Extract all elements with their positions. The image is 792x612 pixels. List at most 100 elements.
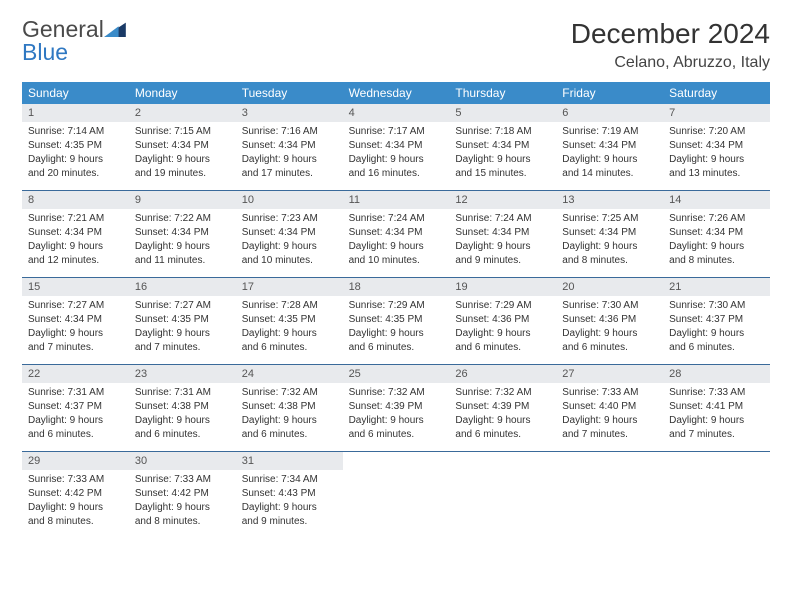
day-line-ss: Sunset: 4:34 PM (135, 139, 230, 152)
day-line-sr: Sunrise: 7:27 AM (28, 299, 123, 312)
calendar-day-cell: 6Sunrise: 7:19 AMSunset: 4:34 PMDaylight… (556, 104, 663, 190)
day-number: 5 (449, 104, 556, 122)
day-body: Sunrise: 7:20 AMSunset: 4:34 PMDaylight:… (663, 122, 770, 187)
day-line-d1: Daylight: 9 hours (455, 414, 550, 427)
day-line-d1: Daylight: 9 hours (349, 240, 444, 253)
calendar-day-cell: 19Sunrise: 7:29 AMSunset: 4:36 PMDayligh… (449, 278, 556, 364)
day-line-d2: and 6 minutes. (242, 341, 337, 354)
day-body: Sunrise: 7:24 AMSunset: 4:34 PMDaylight:… (449, 209, 556, 274)
day-number: 12 (449, 191, 556, 209)
day-line-d1: Daylight: 9 hours (349, 327, 444, 340)
day-line-ss: Sunset: 4:35 PM (28, 139, 123, 152)
day-line-d2: and 6 minutes. (349, 341, 444, 354)
day-line-ss: Sunset: 4:36 PM (562, 313, 657, 326)
day-line-ss: Sunset: 4:34 PM (455, 139, 550, 152)
calendar-header-cell: Sunday (22, 82, 129, 104)
day-line-d1: Daylight: 9 hours (28, 414, 123, 427)
day-line-d2: and 19 minutes. (135, 167, 230, 180)
day-number: 28 (663, 365, 770, 383)
day-line-ss: Sunset: 4:38 PM (242, 400, 337, 413)
day-line-ss: Sunset: 4:34 PM (562, 139, 657, 152)
day-body: Sunrise: 7:26 AMSunset: 4:34 PMDaylight:… (663, 209, 770, 274)
day-line-ss: Sunset: 4:37 PM (28, 400, 123, 413)
day-body: Sunrise: 7:32 AMSunset: 4:38 PMDaylight:… (236, 383, 343, 448)
day-line-ss: Sunset: 4:40 PM (562, 400, 657, 413)
day-line-sr: Sunrise: 7:32 AM (455, 386, 550, 399)
calendar-day-cell: 31Sunrise: 7:34 AMSunset: 4:43 PMDayligh… (236, 452, 343, 538)
calendar-day-cell: 15Sunrise: 7:27 AMSunset: 4:34 PMDayligh… (22, 278, 129, 364)
day-line-d2: and 8 minutes. (28, 515, 123, 528)
day-line-sr: Sunrise: 7:17 AM (349, 125, 444, 138)
day-number: 20 (556, 278, 663, 296)
day-line-sr: Sunrise: 7:27 AM (135, 299, 230, 312)
calendar: SundayMondayTuesdayWednesdayThursdayFrid… (22, 82, 770, 538)
day-body: Sunrise: 7:14 AMSunset: 4:35 PMDaylight:… (22, 122, 129, 187)
weeks-container: 1Sunrise: 7:14 AMSunset: 4:35 PMDaylight… (22, 104, 770, 538)
calendar-day-empty (556, 452, 663, 538)
day-body: Sunrise: 7:18 AMSunset: 4:34 PMDaylight:… (449, 122, 556, 187)
day-body: Sunrise: 7:29 AMSunset: 4:36 PMDaylight:… (449, 296, 556, 361)
day-line-d1: Daylight: 9 hours (28, 240, 123, 253)
day-line-d1: Daylight: 9 hours (242, 414, 337, 427)
day-line-d2: and 7 minutes. (562, 428, 657, 441)
day-line-ss: Sunset: 4:34 PM (242, 139, 337, 152)
day-line-ss: Sunset: 4:35 PM (349, 313, 444, 326)
day-line-sr: Sunrise: 7:20 AM (669, 125, 764, 138)
day-line-d1: Daylight: 9 hours (135, 414, 230, 427)
day-line-ss: Sunset: 4:34 PM (135, 226, 230, 239)
day-line-sr: Sunrise: 7:16 AM (242, 125, 337, 138)
day-number: 13 (556, 191, 663, 209)
day-line-d2: and 8 minutes. (669, 254, 764, 267)
calendar-day-cell: 8Sunrise: 7:21 AMSunset: 4:34 PMDaylight… (22, 191, 129, 277)
location-text: Celano, Abruzzo, Italy (571, 54, 770, 72)
calendar-day-cell: 4Sunrise: 7:17 AMSunset: 4:34 PMDaylight… (343, 104, 450, 190)
day-line-ss: Sunset: 4:34 PM (562, 226, 657, 239)
day-body: Sunrise: 7:29 AMSunset: 4:35 PMDaylight:… (343, 296, 450, 361)
day-line-d1: Daylight: 9 hours (349, 153, 444, 166)
day-body: Sunrise: 7:33 AMSunset: 4:40 PMDaylight:… (556, 383, 663, 448)
day-line-ss: Sunset: 4:35 PM (242, 313, 337, 326)
day-line-sr: Sunrise: 7:19 AM (562, 125, 657, 138)
logo-triangle-icon (104, 19, 126, 37)
calendar-day-cell: 10Sunrise: 7:23 AMSunset: 4:34 PMDayligh… (236, 191, 343, 277)
day-line-d2: and 14 minutes. (562, 167, 657, 180)
day-number: 21 (663, 278, 770, 296)
day-number: 25 (343, 365, 450, 383)
day-line-ss: Sunset: 4:34 PM (28, 226, 123, 239)
calendar-day-cell: 30Sunrise: 7:33 AMSunset: 4:42 PMDayligh… (129, 452, 236, 538)
calendar-header-cell: Monday (129, 82, 236, 104)
day-line-ss: Sunset: 4:37 PM (669, 313, 764, 326)
day-body: Sunrise: 7:33 AMSunset: 4:42 PMDaylight:… (129, 470, 236, 535)
day-line-ss: Sunset: 4:39 PM (455, 400, 550, 413)
day-number: 11 (343, 191, 450, 209)
day-line-ss: Sunset: 4:39 PM (349, 400, 444, 413)
calendar-day-cell: 28Sunrise: 7:33 AMSunset: 4:41 PMDayligh… (663, 365, 770, 451)
day-line-sr: Sunrise: 7:29 AM (455, 299, 550, 312)
day-line-d2: and 6 minutes. (455, 341, 550, 354)
day-line-d1: Daylight: 9 hours (455, 240, 550, 253)
calendar-day-cell: 7Sunrise: 7:20 AMSunset: 4:34 PMDaylight… (663, 104, 770, 190)
day-body: Sunrise: 7:33 AMSunset: 4:41 PMDaylight:… (663, 383, 770, 448)
day-line-d2: and 6 minutes. (242, 428, 337, 441)
calendar-week-row: 8Sunrise: 7:21 AMSunset: 4:34 PMDaylight… (22, 191, 770, 278)
calendar-day-empty (449, 452, 556, 538)
day-line-ss: Sunset: 4:35 PM (135, 313, 230, 326)
day-number: 19 (449, 278, 556, 296)
day-line-sr: Sunrise: 7:32 AM (242, 386, 337, 399)
day-line-d2: and 6 minutes. (455, 428, 550, 441)
day-line-d1: Daylight: 9 hours (242, 240, 337, 253)
calendar-day-cell: 14Sunrise: 7:26 AMSunset: 4:34 PMDayligh… (663, 191, 770, 277)
day-number: 2 (129, 104, 236, 122)
day-body: Sunrise: 7:32 AMSunset: 4:39 PMDaylight:… (343, 383, 450, 448)
day-body: Sunrise: 7:25 AMSunset: 4:34 PMDaylight:… (556, 209, 663, 274)
logo-text: General Blue (22, 18, 126, 64)
day-number: 9 (129, 191, 236, 209)
day-body: Sunrise: 7:16 AMSunset: 4:34 PMDaylight:… (236, 122, 343, 187)
day-line-d2: and 16 minutes. (349, 167, 444, 180)
day-body: Sunrise: 7:21 AMSunset: 4:34 PMDaylight:… (22, 209, 129, 274)
calendar-header-cell: Thursday (449, 82, 556, 104)
day-line-sr: Sunrise: 7:32 AM (349, 386, 444, 399)
day-number: 22 (22, 365, 129, 383)
calendar-header-cell: Tuesday (236, 82, 343, 104)
day-line-ss: Sunset: 4:34 PM (349, 139, 444, 152)
